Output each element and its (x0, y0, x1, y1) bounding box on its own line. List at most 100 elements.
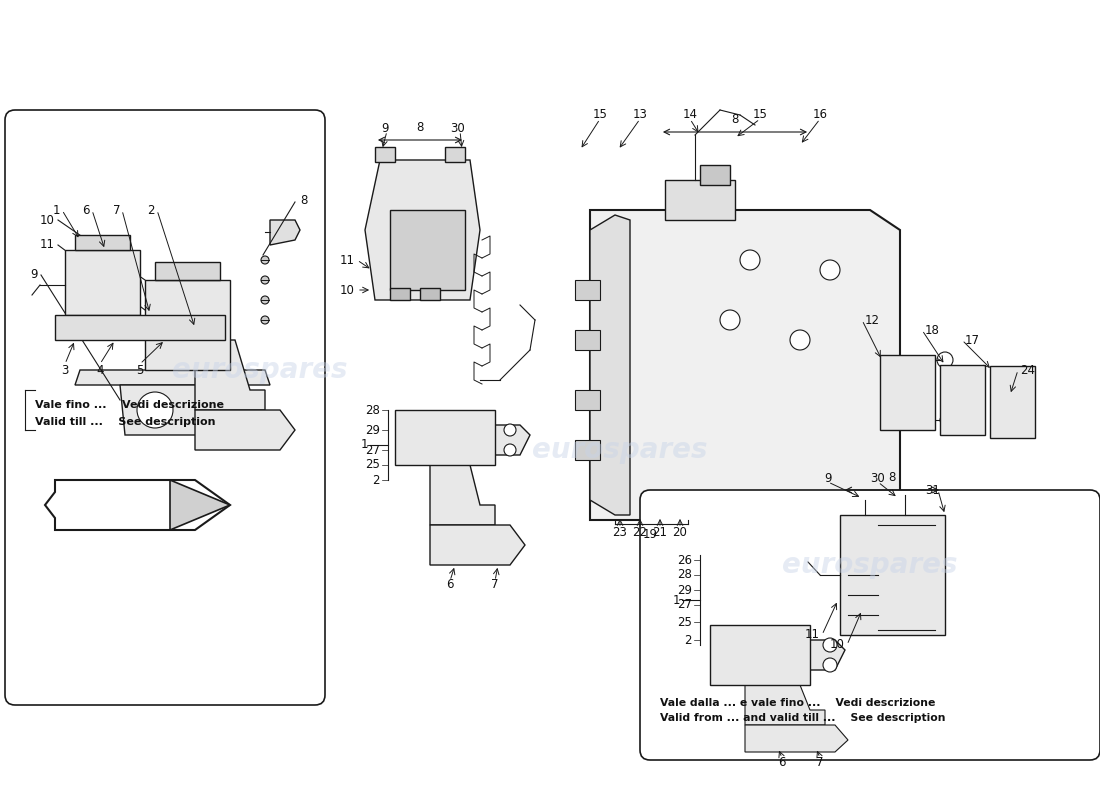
Circle shape (138, 392, 173, 428)
Text: 29: 29 (676, 583, 692, 597)
FancyBboxPatch shape (6, 110, 324, 705)
Text: 12: 12 (865, 314, 880, 326)
Text: 14: 14 (682, 109, 697, 122)
Bar (575, 440, 600, 460)
Text: 1: 1 (361, 438, 368, 451)
Circle shape (1002, 392, 1022, 412)
Text: 8: 8 (732, 113, 739, 126)
Text: Valid till ...    See description: Valid till ... See description (35, 417, 216, 427)
Text: 28: 28 (365, 403, 380, 417)
Polygon shape (590, 215, 630, 515)
Text: 11: 11 (40, 238, 55, 251)
Polygon shape (120, 385, 220, 435)
Polygon shape (430, 525, 525, 565)
Bar (375, 147, 395, 162)
Text: 27: 27 (365, 443, 380, 457)
Text: 25: 25 (678, 615, 692, 629)
Text: 8: 8 (416, 121, 424, 134)
Polygon shape (365, 160, 480, 300)
Text: 15: 15 (593, 109, 607, 122)
Text: 1: 1 (672, 594, 680, 606)
Bar (65, 250, 140, 315)
FancyBboxPatch shape (640, 490, 1100, 760)
Polygon shape (810, 640, 845, 670)
Polygon shape (75, 370, 270, 385)
Text: Vale dalla ... e vale fino ...    Vedi descrizione: Vale dalla ... e vale fino ... Vedi desc… (660, 698, 935, 708)
Text: 18: 18 (925, 323, 939, 337)
Text: 15: 15 (752, 109, 768, 122)
Circle shape (261, 296, 270, 304)
Text: 9: 9 (382, 122, 388, 134)
Text: 9: 9 (824, 471, 832, 485)
Text: 25: 25 (365, 458, 380, 471)
Polygon shape (745, 685, 825, 725)
Polygon shape (45, 480, 230, 530)
Text: 5: 5 (136, 363, 144, 377)
Text: 19: 19 (642, 529, 658, 542)
Bar (145, 280, 230, 370)
Circle shape (940, 415, 950, 425)
Text: 11: 11 (805, 629, 820, 642)
Bar (55, 315, 225, 340)
Text: 31: 31 (925, 483, 940, 497)
Text: 3: 3 (62, 363, 68, 377)
Polygon shape (590, 210, 900, 520)
Text: 30: 30 (870, 471, 886, 485)
Circle shape (790, 330, 810, 350)
Text: 28: 28 (678, 569, 692, 582)
Text: 11: 11 (340, 254, 355, 266)
Text: 27: 27 (676, 598, 692, 611)
Text: 13: 13 (632, 109, 648, 122)
Text: 8: 8 (889, 471, 895, 484)
Text: 9: 9 (31, 269, 38, 282)
Text: 7: 7 (816, 755, 824, 769)
Polygon shape (745, 725, 848, 752)
Bar (75, 235, 130, 250)
Bar (420, 288, 440, 300)
Circle shape (895, 381, 918, 405)
Circle shape (952, 390, 972, 410)
Bar (155, 262, 220, 280)
Text: Valid from ... and valid till ...    See description: Valid from ... and valid till ... See de… (660, 713, 946, 723)
Bar (575, 280, 600, 300)
Text: 30: 30 (451, 122, 465, 134)
Circle shape (200, 323, 210, 333)
Text: 1: 1 (53, 203, 60, 217)
Polygon shape (170, 480, 230, 530)
Text: 22: 22 (632, 526, 648, 538)
Polygon shape (495, 425, 530, 455)
Text: 6: 6 (447, 578, 453, 591)
Polygon shape (195, 340, 265, 410)
Text: 2: 2 (684, 634, 692, 646)
Bar (880, 355, 935, 430)
Bar (390, 288, 410, 300)
Bar (395, 410, 495, 465)
Text: eurospares: eurospares (173, 356, 348, 384)
Polygon shape (195, 410, 295, 450)
Bar (446, 147, 465, 162)
Bar (575, 390, 600, 410)
Circle shape (720, 310, 740, 330)
Text: 17: 17 (965, 334, 980, 346)
Circle shape (937, 352, 953, 368)
Text: eurospares: eurospares (532, 436, 707, 464)
Text: 10: 10 (830, 638, 845, 651)
Circle shape (261, 316, 270, 324)
Bar (700, 165, 730, 185)
Text: 23: 23 (613, 526, 627, 538)
Text: 26: 26 (676, 554, 692, 566)
Text: 16: 16 (813, 109, 827, 122)
Circle shape (261, 256, 270, 264)
Text: 7: 7 (112, 203, 120, 217)
Circle shape (823, 658, 837, 672)
Text: 20: 20 (672, 526, 688, 538)
Text: 24: 24 (1020, 363, 1035, 377)
Bar (840, 515, 945, 635)
Text: 6: 6 (779, 755, 785, 769)
Bar (990, 366, 1035, 438)
Circle shape (261, 276, 270, 284)
Text: 7: 7 (492, 578, 498, 591)
Circle shape (504, 444, 516, 456)
Text: 10: 10 (40, 214, 55, 226)
Bar (940, 365, 984, 435)
